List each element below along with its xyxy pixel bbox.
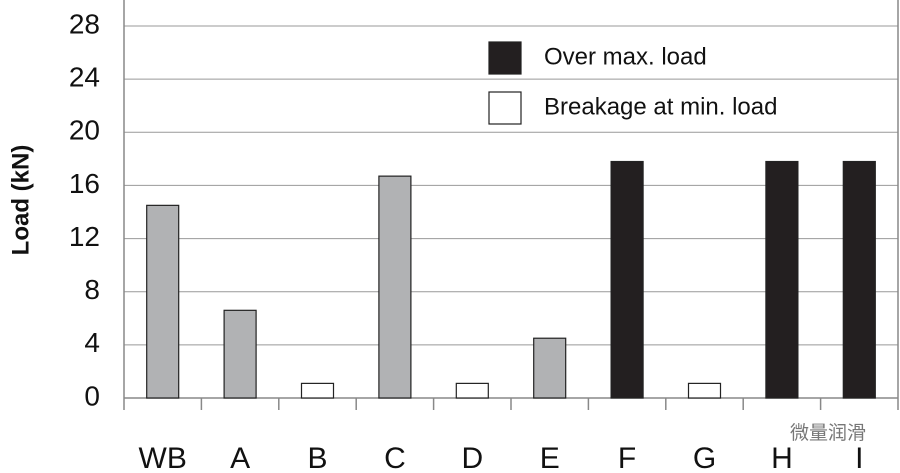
x-tick-label: A bbox=[230, 442, 250, 473]
y-tick-label: 8 bbox=[84, 274, 100, 305]
legend-swatch bbox=[488, 41, 522, 75]
bar bbox=[378, 175, 412, 399]
bar bbox=[455, 382, 489, 399]
x-tick-label: H bbox=[771, 442, 793, 473]
y-tick-label: 16 bbox=[69, 168, 100, 199]
x-tick-label: WB bbox=[139, 442, 187, 473]
bar bbox=[687, 382, 722, 399]
bar bbox=[842, 160, 876, 399]
x-tick-label: I bbox=[855, 442, 863, 473]
watermark: 微量润滑 bbox=[790, 422, 866, 444]
x-tick-label: D bbox=[461, 442, 483, 473]
bar bbox=[146, 204, 180, 399]
y-tick-label: 20 bbox=[69, 115, 100, 146]
bar bbox=[223, 309, 257, 399]
y-tick-label: 4 bbox=[84, 327, 100, 358]
legend-label: Over max. load bbox=[544, 43, 707, 70]
y-axis-label: Load (kN) bbox=[7, 145, 34, 256]
bar bbox=[765, 160, 799, 399]
x-tick-label: G bbox=[693, 442, 716, 473]
y-tick-label: 0 bbox=[84, 380, 100, 411]
bar bbox=[610, 160, 644, 399]
legend-swatch bbox=[488, 91, 522, 125]
x-tick-label: E bbox=[540, 442, 560, 473]
legend-label: Breakage at min. load bbox=[544, 93, 777, 120]
x-tick-label: B bbox=[307, 442, 327, 473]
y-tick-label: 24 bbox=[69, 62, 100, 93]
bar bbox=[533, 337, 567, 399]
y-tick-label: 28 bbox=[69, 8, 100, 39]
y-tick-label: 12 bbox=[69, 221, 100, 252]
x-tick-label: F bbox=[618, 442, 636, 473]
x-tick-label: C bbox=[384, 442, 406, 473]
bar bbox=[300, 382, 335, 399]
